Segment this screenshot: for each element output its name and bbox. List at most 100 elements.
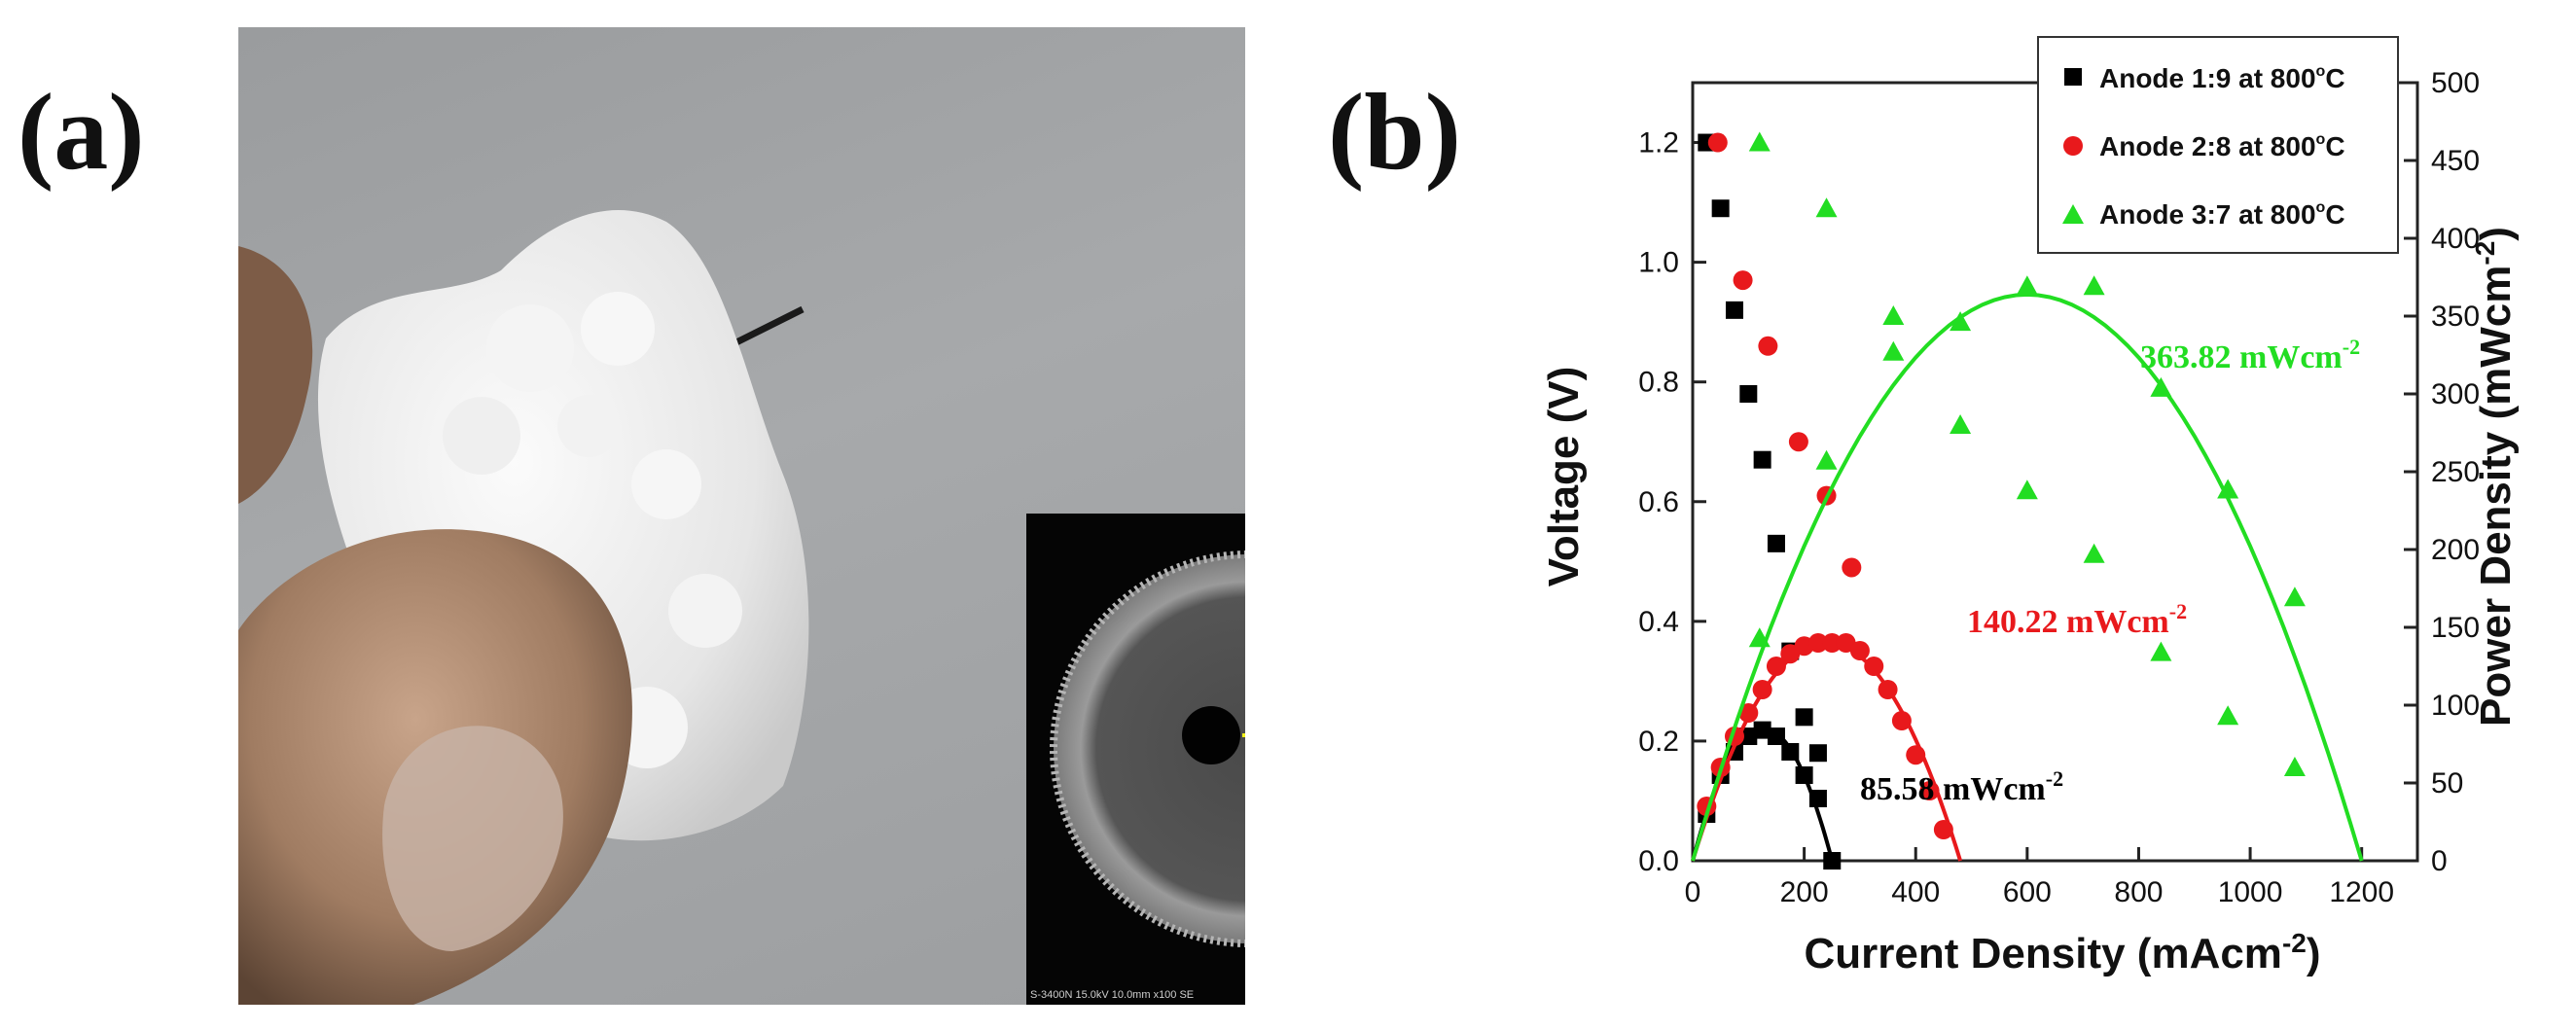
voltage-point-anode-1-9 bbox=[1767, 534, 1785, 552]
voltage-point-anode-1-9 bbox=[1808, 744, 1827, 763]
power-point-anode-2-8 bbox=[1933, 820, 1953, 839]
thumbnail bbox=[382, 726, 563, 951]
legend-box bbox=[2037, 36, 2399, 254]
y-tick-label: 1.2 bbox=[1638, 127, 1679, 160]
legend-deg-anode-3-7: o bbox=[2316, 199, 2326, 216]
y2-tick-label: 250 bbox=[2431, 456, 2480, 488]
power-point-anode-2-8 bbox=[1864, 657, 1884, 676]
y2-tick-label: 450 bbox=[2431, 145, 2480, 177]
legend-marker-anode-3-7 bbox=[2062, 204, 2084, 224]
peak-label-anode-2-8-sup: -2 bbox=[2169, 599, 2187, 623]
power-point-anode-2-8 bbox=[1738, 703, 1759, 723]
peak-label-anode-1-9-sup: -2 bbox=[2046, 766, 2063, 791]
voltage-point-anode-3-7 bbox=[2016, 275, 2038, 296]
peak-label-anode-1-9-main: 85.58 mWcm bbox=[1860, 771, 2046, 807]
power-point-anode-2-8 bbox=[1822, 633, 1843, 653]
power-point-anode-2-8 bbox=[1807, 633, 1828, 653]
power-point-anode-3-7 bbox=[2016, 479, 2038, 500]
x-axis-title-main: Current Density (mAcm bbox=[1805, 930, 2282, 977]
power-point-anode-2-8 bbox=[1752, 680, 1772, 699]
peak-label-anode-3-7: 363.82 mWcm-2 bbox=[2140, 335, 2360, 375]
power-point-anode-1-9 bbox=[1808, 790, 1827, 807]
voltage-point-anode-1-9 bbox=[1725, 301, 1743, 319]
legend-marker-anode-1-9 bbox=[2064, 68, 2082, 86]
peak-label-anode-3-7-main: 363.82 mWcm bbox=[2140, 339, 2343, 375]
x-tick-label: 1200 bbox=[2329, 876, 2394, 908]
power-point-anode-2-8 bbox=[1906, 745, 1926, 765]
y2-tick-label: 100 bbox=[2431, 690, 2480, 722]
y-tick-label: 0.0 bbox=[1638, 845, 1679, 877]
legend-unit-anode-1-9: C bbox=[2325, 63, 2344, 93]
legend-text-anode-1-9: Anode 1:9 at 800 bbox=[2099, 63, 2316, 93]
peak-label-anode-1-9: 85.58 mWcm-2 bbox=[1860, 766, 2063, 807]
power-point-anode-2-8 bbox=[1849, 641, 1870, 660]
y2-axis-title-main: Power Density (mWcm bbox=[2472, 266, 2520, 727]
voltage-point-anode-3-7 bbox=[1950, 311, 1972, 332]
x-tick-label: 600 bbox=[2003, 876, 2052, 908]
panel-label-b: (b) bbox=[1328, 72, 1461, 193]
power-point-anode-1-9 bbox=[1823, 852, 1842, 870]
y-tick-label: 0.6 bbox=[1638, 486, 1679, 518]
power-point-anode-2-8 bbox=[1919, 781, 1940, 800]
anode-photograph: 240um 80um S-3400N 15.0kV 10.0mm x100 SE… bbox=[238, 27, 1245, 1005]
legend-text-anode-3-7: Anode 3:7 at 800 bbox=[2099, 199, 2316, 230]
voltage-point-anode-1-9 bbox=[1795, 708, 1813, 727]
power-point-anode-1-9 bbox=[1753, 721, 1771, 739]
power-point-anode-3-7 bbox=[2217, 705, 2239, 726]
sem-footer: S-3400N 15.0kV 10.0mm x100 SE bbox=[1030, 989, 1194, 1001]
y2-tick-label: 400 bbox=[2431, 223, 2480, 255]
tube-inner-lumen bbox=[1182, 706, 1240, 764]
y-tick-label: 1.0 bbox=[1638, 247, 1679, 279]
voltage-point-anode-2-8 bbox=[1842, 557, 1862, 578]
power-point-anode-2-8 bbox=[1878, 680, 1898, 699]
photo-illustration bbox=[238, 210, 809, 1005]
power-point-anode-3-7 bbox=[2283, 757, 2306, 776]
y2-tick-label: 0 bbox=[2431, 845, 2448, 877]
legend: Anode 1:9 at 800oC Anode 2:8 at 800oC An… bbox=[2037, 36, 2399, 254]
panel-label-a: (a) bbox=[18, 72, 145, 193]
power-point-anode-1-9 bbox=[1781, 743, 1800, 761]
peak-label-anode-2-8-main: 140.22 mWcm bbox=[1967, 604, 2169, 640]
x-tick-label: 800 bbox=[2114, 876, 2163, 908]
power-point-anode-3-7 bbox=[2083, 543, 2105, 563]
legend-text-anode-2-8: Anode 2:8 at 800 bbox=[2099, 131, 2316, 161]
voltage-point-anode-3-7 bbox=[2083, 275, 2105, 296]
power-point-anode-1-9 bbox=[1767, 728, 1785, 745]
voltage-point-anode-3-7 bbox=[2150, 376, 2172, 397]
y2-axis-title: Power Density (mWcm-2) bbox=[2470, 227, 2520, 727]
legend-marker-anode-2-8 bbox=[2063, 136, 2083, 156]
power-point-anode-3-7 bbox=[1748, 627, 1771, 648]
legend-deg-anode-1-9: o bbox=[2316, 63, 2326, 80]
power-point-anode-3-7 bbox=[1882, 340, 1905, 361]
y2-axis-title-close: ) bbox=[2472, 227, 2520, 241]
finger-left bbox=[238, 246, 313, 504]
voltage-point-anode-1-9 bbox=[1711, 199, 1730, 218]
voltage-point-anode-2-8 bbox=[1733, 270, 1753, 291]
y2-tick-label: 200 bbox=[2431, 534, 2480, 566]
voltage-point-anode-1-9 bbox=[1753, 450, 1771, 469]
y2-tick-label: 500 bbox=[2431, 67, 2480, 99]
peak-label-anode-2-8: 140.22 mWcm-2 bbox=[1967, 599, 2187, 640]
y-tick-label: 0.8 bbox=[1638, 367, 1679, 399]
y2-tick-label: 300 bbox=[2431, 378, 2480, 410]
voltage-point-anode-2-8 bbox=[1707, 132, 1728, 153]
sem-inset: 240um 80um S-3400N 15.0kV 10.0mm x100 SE… bbox=[1026, 514, 1245, 1005]
voltage-point-anode-1-9 bbox=[1739, 385, 1758, 403]
legend-entry-anode-1-9: Anode 1:9 at 800oC bbox=[2099, 63, 2345, 93]
voltage-point-anode-3-7 bbox=[2283, 586, 2306, 607]
voltage-point-anode-3-7 bbox=[2217, 479, 2239, 499]
x-tick-label: 0 bbox=[1685, 876, 1701, 908]
legend-unit-anode-2-8: C bbox=[2325, 131, 2344, 161]
legend-entry-anode-2-8: Anode 2:8 at 800oC bbox=[2099, 131, 2345, 161]
voltage-point-anode-3-7 bbox=[1882, 305, 1905, 325]
x-axis-title: Current Density (mAcm-2) bbox=[1805, 928, 2321, 977]
voltage-point-anode-2-8 bbox=[1788, 432, 1808, 452]
y2-tick-label: 50 bbox=[2431, 767, 2463, 799]
x-axis-title-sup: -2 bbox=[2282, 928, 2307, 958]
x-tick-label: 200 bbox=[1780, 876, 1829, 908]
legend-deg-anode-2-8: o bbox=[2316, 131, 2326, 148]
x-axis-title-close: ) bbox=[2307, 930, 2321, 977]
peak-label-anode-3-7-sup: -2 bbox=[2343, 335, 2360, 359]
voltage-point-anode-2-8 bbox=[1758, 336, 1778, 356]
power-point-anode-3-7 bbox=[1950, 414, 1972, 434]
